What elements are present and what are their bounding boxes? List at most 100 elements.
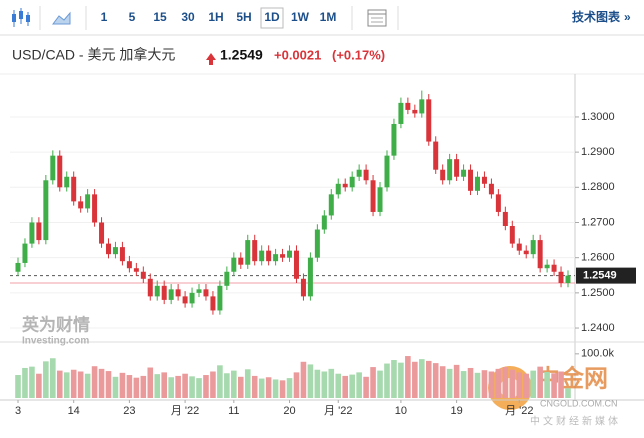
candle-body <box>224 271 230 286</box>
x-tick-label: 10 <box>395 405 407 417</box>
candle-body <box>217 285 223 311</box>
volume-bar <box>342 375 349 398</box>
change: +0.0021 <box>274 47 321 62</box>
candle-body <box>245 240 251 265</box>
candle-body <box>196 289 202 293</box>
candle-body <box>50 155 56 181</box>
toolbar-link[interactable]: 技术图表 <box>572 9 621 24</box>
volume-bar <box>98 368 105 398</box>
candle-body <box>328 194 334 216</box>
candle-body <box>314 229 320 258</box>
interval-button[interactable]: 1M <box>320 10 337 24</box>
candle-body <box>398 102 404 124</box>
interval-button[interactable]: 30 <box>181 10 195 24</box>
interval-button[interactable]: 1W <box>291 10 310 24</box>
candle-body <box>516 243 522 251</box>
candle-body <box>412 109 418 114</box>
y-tick-label: 1.2400 <box>581 322 615 334</box>
volume-bar <box>349 374 355 398</box>
last-price-label: 1.2549 <box>583 270 617 282</box>
volume-bar <box>530 370 536 398</box>
volume-y-tick-label: 100.0k <box>581 348 615 360</box>
volume-bar <box>425 360 432 398</box>
volume-bar <box>509 369 516 398</box>
toolbar-icons <box>0 6 644 75</box>
volume-bar <box>481 370 488 398</box>
volume-bar <box>210 371 216 398</box>
last-price-box <box>576 267 636 284</box>
volume-bar <box>84 373 91 398</box>
volume-bar <box>36 373 42 398</box>
candle-body <box>488 183 494 195</box>
candle-body <box>140 271 146 279</box>
candle-body <box>537 240 543 269</box>
interval-button[interactable]: 1 <box>101 10 108 24</box>
volume-bar <box>286 378 293 398</box>
volume-bar <box>43 361 49 398</box>
volume-bar <box>112 376 119 398</box>
volume-bar <box>356 372 362 398</box>
volume-bar <box>307 364 314 398</box>
volume-bar <box>412 361 418 398</box>
candle-body <box>112 247 118 255</box>
candle-body <box>22 243 28 263</box>
volume-bar <box>474 372 481 398</box>
candle-body <box>300 278 306 297</box>
candle-body <box>182 296 188 304</box>
candle-body <box>29 222 35 244</box>
volume-bar <box>231 370 237 398</box>
candle-body <box>293 250 299 279</box>
volume-bar <box>224 373 230 398</box>
volume-bar <box>196 378 202 398</box>
volume-bar <box>405 356 411 398</box>
candle-body <box>266 250 272 262</box>
volume-bar <box>272 379 279 398</box>
x-tick-label: 14 <box>68 405 80 417</box>
volume-bar <box>418 359 425 398</box>
watermark: 中文财经新媒体 <box>530 415 621 428</box>
candle-body <box>454 159 460 177</box>
interval-button[interactable]: 5H <box>236 10 251 24</box>
candle-body <box>544 264 550 269</box>
volume-bar <box>279 380 286 398</box>
x-tick-label: 月 '22 <box>324 405 352 417</box>
candle-body <box>161 285 167 300</box>
interval-button[interactable]: 1D <box>264 10 280 24</box>
volume-bar <box>370 367 376 398</box>
candle-body <box>495 194 501 212</box>
volume-bar <box>495 368 502 398</box>
volume-bar <box>377 370 383 398</box>
volume-bar <box>523 373 530 398</box>
chart-title: USD/CAD - 美元 加拿大元 <box>12 47 175 63</box>
volume-bar <box>551 373 557 398</box>
candle-body <box>461 169 467 177</box>
candle-body <box>175 289 181 297</box>
volume-bar <box>244 369 251 398</box>
interval-button[interactable]: 1H <box>208 10 223 24</box>
candle-body <box>363 169 369 181</box>
candle-body <box>43 180 49 241</box>
volume-bar <box>126 375 133 398</box>
candle-body <box>558 271 564 284</box>
candle-body <box>370 180 376 212</box>
volume-bar <box>63 372 70 398</box>
candle-body <box>133 268 139 272</box>
volume-bar <box>293 372 300 398</box>
candle-body <box>126 261 132 269</box>
candle-body <box>78 201 84 209</box>
candle-body <box>523 250 529 255</box>
volume-bar <box>258 378 265 398</box>
candle-body <box>57 155 63 188</box>
interval-button[interactable]: 5 <box>129 10 136 24</box>
candle-body <box>468 169 474 191</box>
volume-bar <box>161 372 168 398</box>
y-tick-label: 1.2500 <box>581 287 615 299</box>
volume-bar <box>537 366 543 398</box>
candle-body <box>280 254 286 258</box>
interval-button[interactable]: 15 <box>153 10 167 24</box>
candle-body <box>419 99 425 114</box>
volume-bar <box>398 362 404 398</box>
candle-body <box>356 169 362 177</box>
candle-body <box>349 176 355 188</box>
